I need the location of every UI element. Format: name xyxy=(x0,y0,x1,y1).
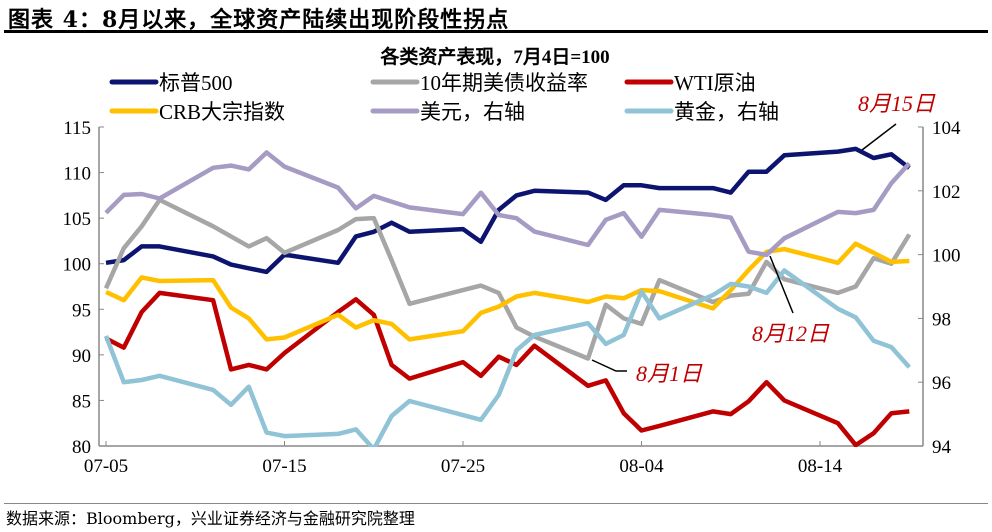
annotation-leader xyxy=(591,359,627,372)
axes: 80 85 90 95 100 105 110 115 94 96 98 100 102 104 07-05… xyxy=(63,118,962,477)
left-tick-label: 85 xyxy=(72,391,91,412)
chart-title: 各类资产表现，7月4日=100 xyxy=(379,45,609,68)
legend: 标普500 10年期美债收益率 WTI原油 CRB大宗指数 美元，右轴 黄金，右轴 xyxy=(109,71,779,124)
source-rule xyxy=(4,503,988,504)
legend-item: 美元，右轴 xyxy=(370,100,525,124)
annotation-label: 8月12日 xyxy=(752,321,830,346)
figure-title: 图表 4：8月以来，全球资产陆续出现阶段性拐点 xyxy=(8,7,510,33)
legend-label: 美元，右轴 xyxy=(420,100,525,124)
legend-item: CRB大宗指数 xyxy=(109,100,285,124)
legend-label: CRB大宗指数 xyxy=(159,100,285,124)
legend-label: 黄金，右轴 xyxy=(674,100,779,124)
x-tick-label: 07-25 xyxy=(441,456,485,477)
annotation-leader xyxy=(769,255,794,314)
legend-label: 标普500 xyxy=(159,71,233,95)
annotation-label: 8月1日 xyxy=(636,361,703,386)
right-tick-label: 96 xyxy=(932,373,951,394)
legend-item: 10年期美债收益率 xyxy=(370,71,588,95)
series-line-4 xyxy=(104,150,911,258)
legend-item: 标普500 xyxy=(109,71,233,95)
right-tick-label: 104 xyxy=(932,118,961,139)
source-note: 数据来源：Bloomberg，兴业证券经济与金融研究院整理 xyxy=(6,509,415,528)
right-tick-label: 100 xyxy=(932,246,961,267)
legend-label: 10年期美债收益率 xyxy=(420,71,588,95)
annotations: 8月15日 8月12日 8月1日 xyxy=(591,91,936,386)
title-rule xyxy=(4,30,988,33)
left-tick-label: 110 xyxy=(63,164,91,185)
left-tick-label: 90 xyxy=(72,346,91,367)
x-tick-label: 07-05 xyxy=(84,456,128,477)
left-tick-label: 105 xyxy=(63,209,92,230)
left-tick-label: 95 xyxy=(72,300,91,321)
annotation-leader xyxy=(861,123,897,151)
right-tick-label: 94 xyxy=(932,437,952,458)
right-tick-label: 98 xyxy=(932,309,951,330)
left-tick-label: 100 xyxy=(63,255,92,276)
legend-item: WTI原油 xyxy=(624,71,756,95)
series-line-0 xyxy=(105,146,911,275)
x-tick-label: 07-15 xyxy=(262,456,306,477)
left-tick-label: 80 xyxy=(72,437,91,458)
right-tick-label: 102 xyxy=(932,182,961,203)
series-line-3 xyxy=(105,241,910,342)
legend-item: 黄金，右轴 xyxy=(624,100,779,124)
annotation-label: 8月15日 xyxy=(858,91,936,116)
x-tick-label: 08-14 xyxy=(798,456,843,477)
x-tick-label: 08-04 xyxy=(619,456,664,477)
series-line-5 xyxy=(103,268,911,447)
legend-label: WTI原油 xyxy=(674,71,756,95)
series-line-2 xyxy=(104,290,910,447)
series-lines xyxy=(103,146,912,447)
left-tick-label: 115 xyxy=(63,118,91,139)
line-chart: 各类资产表现，7月4日=100 标普500 10年期美债收益率 WTI原油 CRB大宗… xyxy=(63,45,962,477)
